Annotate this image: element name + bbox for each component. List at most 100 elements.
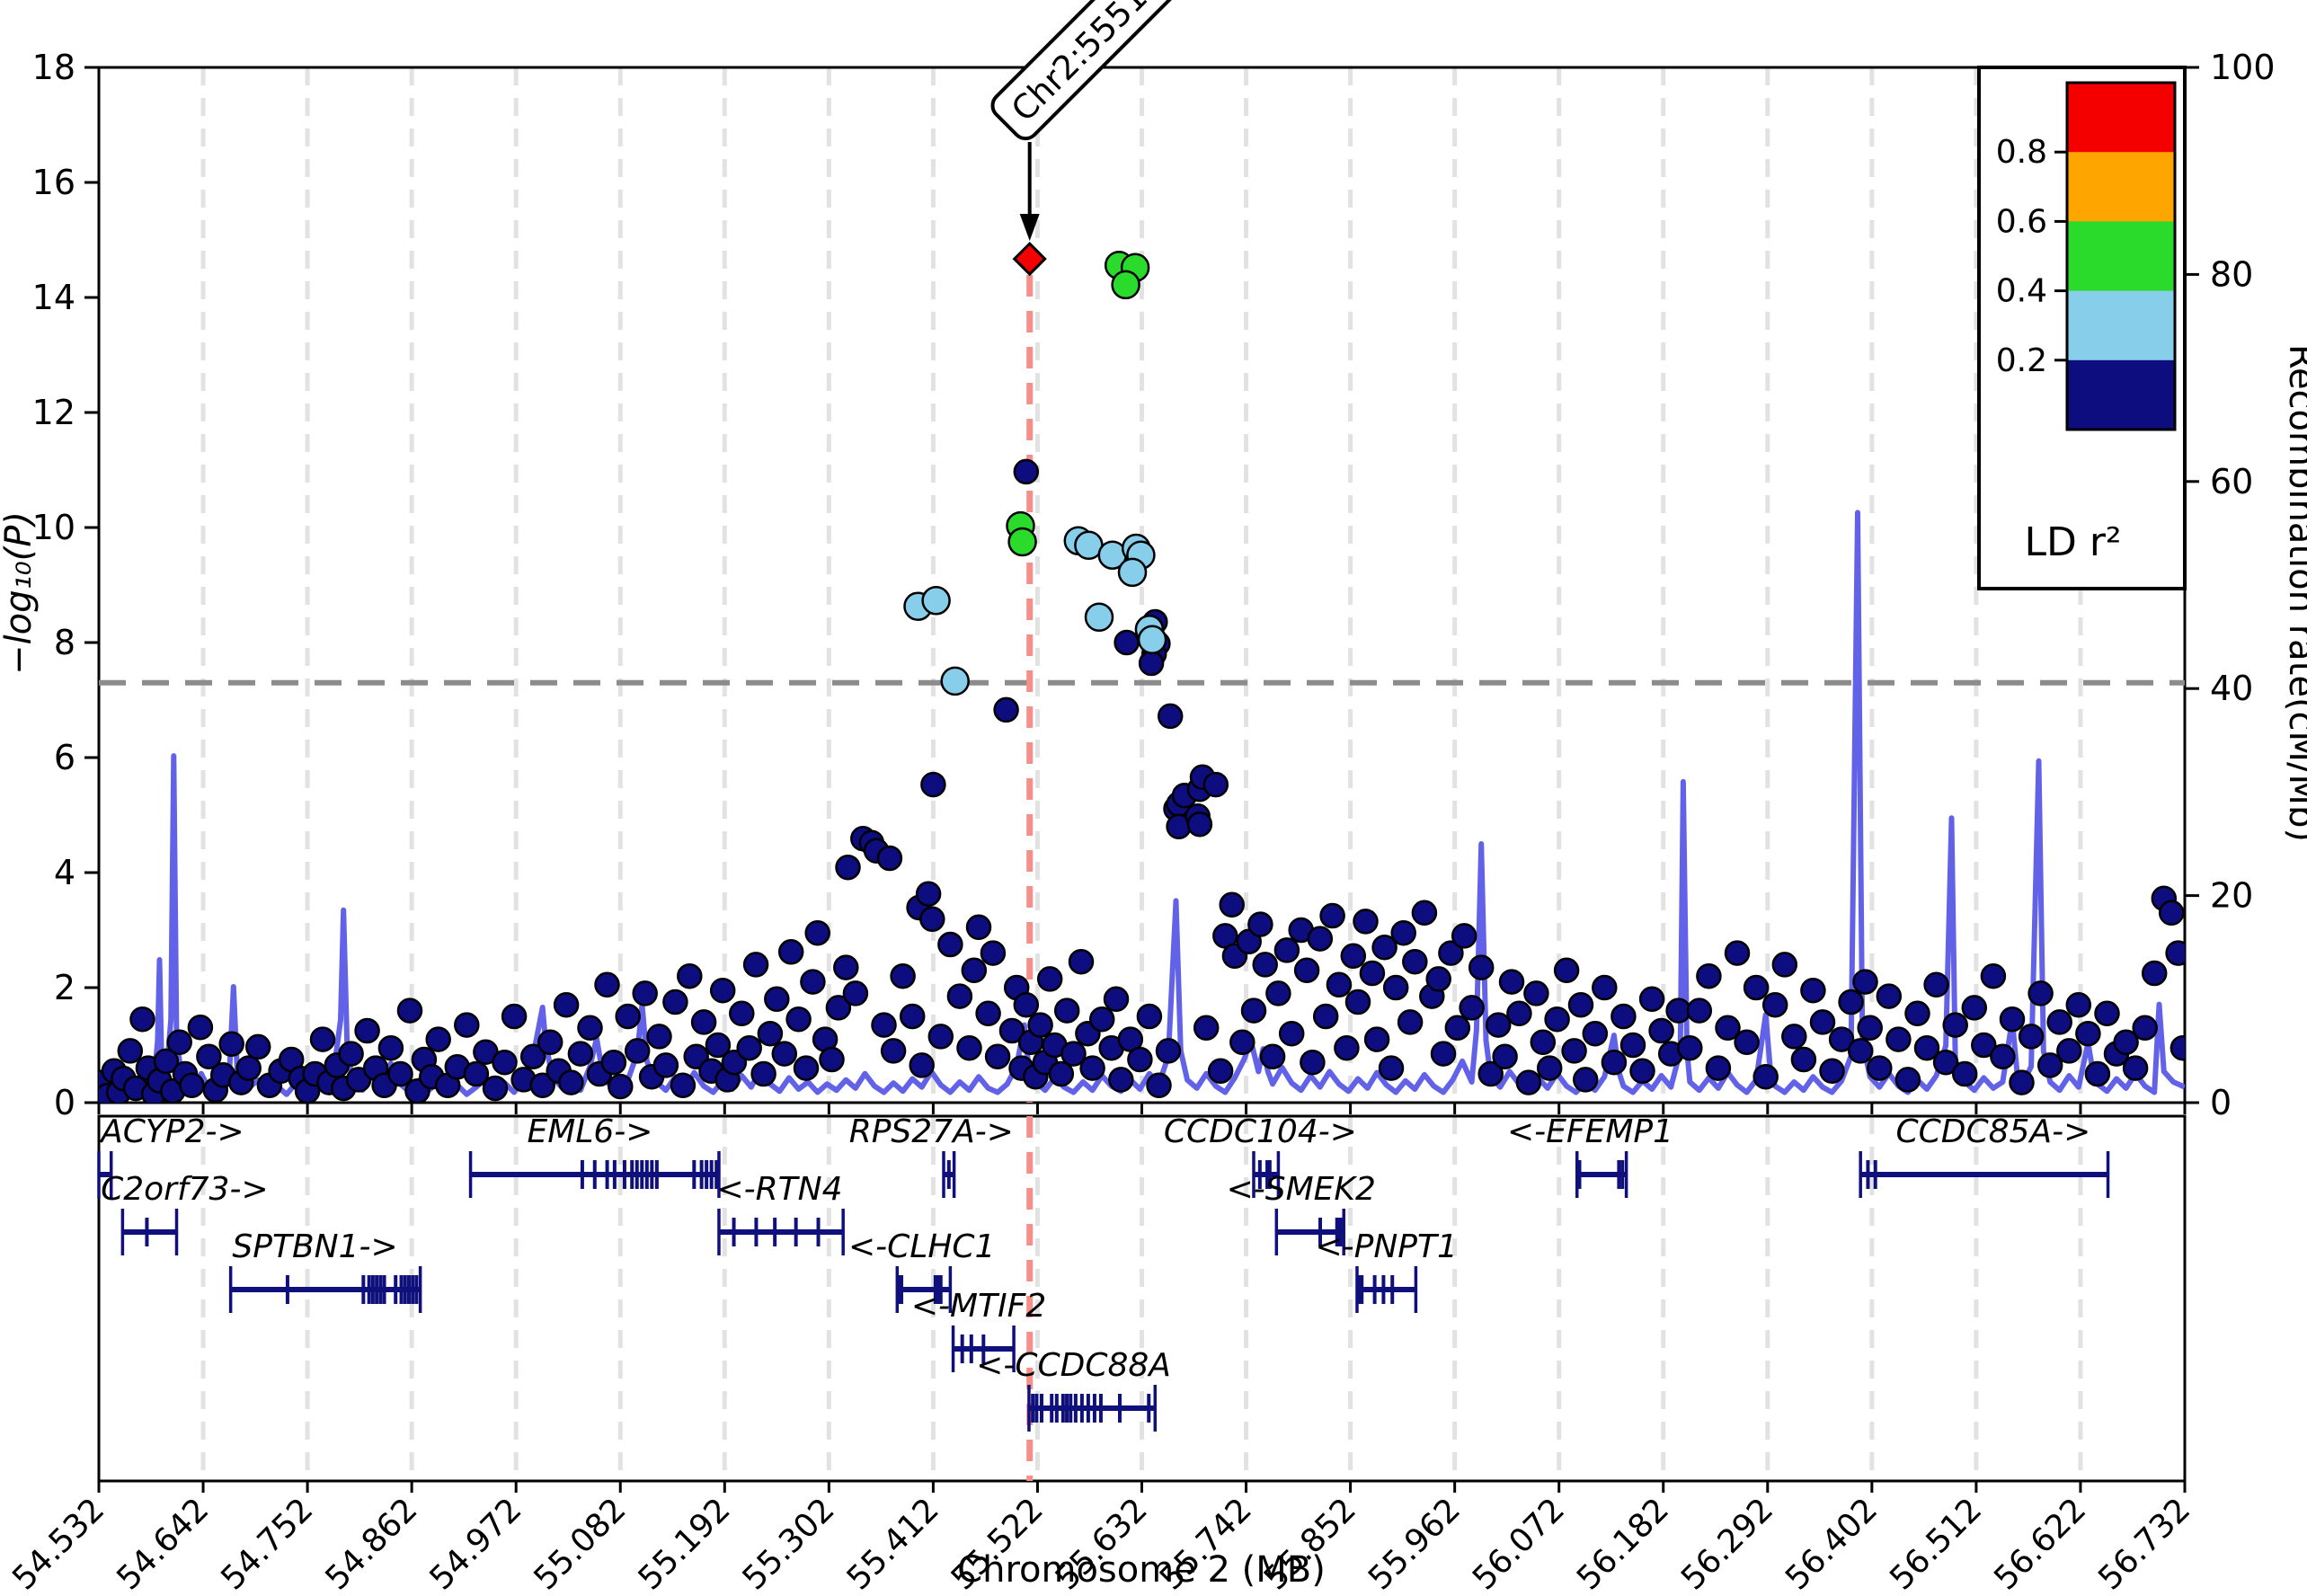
recombination-line-group [99, 510, 2185, 1097]
snp-point [1619, 1032, 1646, 1059]
snp-point [1007, 527, 1037, 557]
snp-point [1980, 962, 2007, 989]
snp-point [757, 1020, 784, 1047]
snp-point [1334, 1034, 1360, 1061]
snp-point [771, 1041, 798, 1067]
snp-point [1108, 1067, 1134, 1093]
snp-point [1894, 1067, 1921, 1093]
snp-point [1553, 957, 1580, 984]
snp-point [785, 1006, 812, 1033]
snp-point [1186, 811, 1213, 838]
x-tick-label: 56.402 [1779, 1491, 1885, 1596]
snp-point [940, 666, 970, 696]
snp-point [2132, 1015, 2158, 1042]
snp-point [396, 998, 423, 1024]
snp-point [1155, 1038, 1182, 1064]
snp-point [819, 1046, 845, 1073]
snp-point [804, 919, 830, 946]
snp-point [1638, 986, 1665, 1013]
y-axis-left-title: −log₁₀(P) [0, 511, 40, 675]
x-tick-label: 54.532 [5, 1491, 111, 1596]
snp-point [1397, 1009, 1424, 1035]
y-left-tick-label: 0 [54, 1083, 75, 1122]
snp-point [309, 1026, 336, 1052]
gene-ccdc88a: <-CCDC88A [976, 1347, 1171, 1432]
snp-point [529, 1072, 555, 1099]
snp-point [1696, 962, 1722, 989]
snp-point [1202, 771, 1229, 798]
legend-tick-label: 0.2 [1996, 342, 2047, 379]
y-right-tick-label: 60 [2210, 462, 2253, 501]
snp-point [1886, 1026, 1912, 1052]
snp-point [1312, 1003, 1339, 1030]
snp-point [1300, 1049, 1326, 1076]
snp-point [1485, 1012, 1512, 1038]
snp-point [1923, 971, 1949, 998]
gene-label: <-PNPT1 [1315, 1228, 1457, 1265]
lead-snp-marker [1012, 241, 1047, 277]
snp-point [1013, 991, 1040, 1018]
snp-point [1790, 1046, 1817, 1073]
snp-point [1319, 902, 1345, 929]
lead-snp-annotation-group: Chr2:55513738 [990, 0, 1215, 241]
gene-label: <-EFEMP1 [1507, 1113, 1673, 1150]
snp-point [594, 971, 620, 998]
legend-colorbar-border [2065, 81, 2177, 431]
snp-point [777, 939, 804, 965]
snp-point [1857, 1015, 1883, 1042]
y-left-tick-label: 6 [54, 738, 75, 777]
snp-point [993, 696, 1019, 723]
y-left-tick-label: 2 [54, 968, 75, 1007]
snp-point [537, 1029, 563, 1056]
snp-point [793, 1055, 820, 1081]
snp-point [1601, 1049, 1628, 1076]
snp-point [577, 1015, 603, 1042]
x-tick-label: 55.302 [736, 1491, 842, 1596]
gene-label: C2orf73-> [101, 1171, 269, 1208]
gene-sptbn1: SPTBN1-> [228, 1228, 422, 1313]
snp-point [1610, 1003, 1637, 1030]
x-tick-label: 55.082 [528, 1491, 634, 1596]
snp-point [1307, 926, 1334, 952]
snp-point [2009, 1069, 2035, 1095]
y-left-tick-label: 4 [54, 853, 75, 892]
snp-point [1103, 986, 1130, 1013]
snp-point [1781, 1024, 1807, 1050]
y-right-tick-label: 100 [2210, 48, 2276, 87]
snp-point [558, 1069, 584, 1095]
y-left-tick-label: 10 [32, 508, 75, 547]
snp-point [1390, 919, 1416, 946]
snp-point [825, 995, 852, 1021]
snp-point [624, 1038, 651, 1064]
snp-point [1084, 602, 1114, 633]
snp-point [1127, 1046, 1153, 1073]
snp-point [1724, 940, 1751, 966]
legend-title: LD r² [2024, 519, 2121, 565]
snp-point [519, 1043, 546, 1070]
snp-point [1359, 960, 1386, 987]
x-tick-label: 56.512 [1883, 1491, 1989, 1596]
gene-label: <-MTIF2 [911, 1288, 1046, 1325]
snp-point [1247, 911, 1273, 937]
snp-point [1761, 991, 1788, 1018]
snp-point [1847, 1038, 1874, 1064]
snp-point [377, 1034, 404, 1061]
snp-point [1157, 703, 1184, 730]
snp-point [2046, 1009, 2072, 1035]
gene-label: SPTBN1-> [232, 1228, 397, 1265]
snp-point [1293, 957, 1320, 984]
snp-point [1828, 1026, 1855, 1052]
snp-point [1114, 629, 1140, 656]
snp-point [927, 1024, 954, 1050]
snp-point [842, 980, 869, 1006]
snp-point [1402, 948, 1428, 975]
gene-rps27a: RPS27A-> [849, 1113, 1014, 1198]
snp-point [1523, 980, 1549, 1006]
x-tick-label: 56.622 [1987, 1491, 2093, 1596]
snp-point [646, 1024, 672, 1050]
snp-point [1715, 1015, 1741, 1042]
snp-point [1088, 1006, 1115, 1033]
snp-point [166, 1029, 192, 1056]
snp-scatter-group [99, 241, 2185, 1103]
snp-point [600, 1049, 627, 1076]
